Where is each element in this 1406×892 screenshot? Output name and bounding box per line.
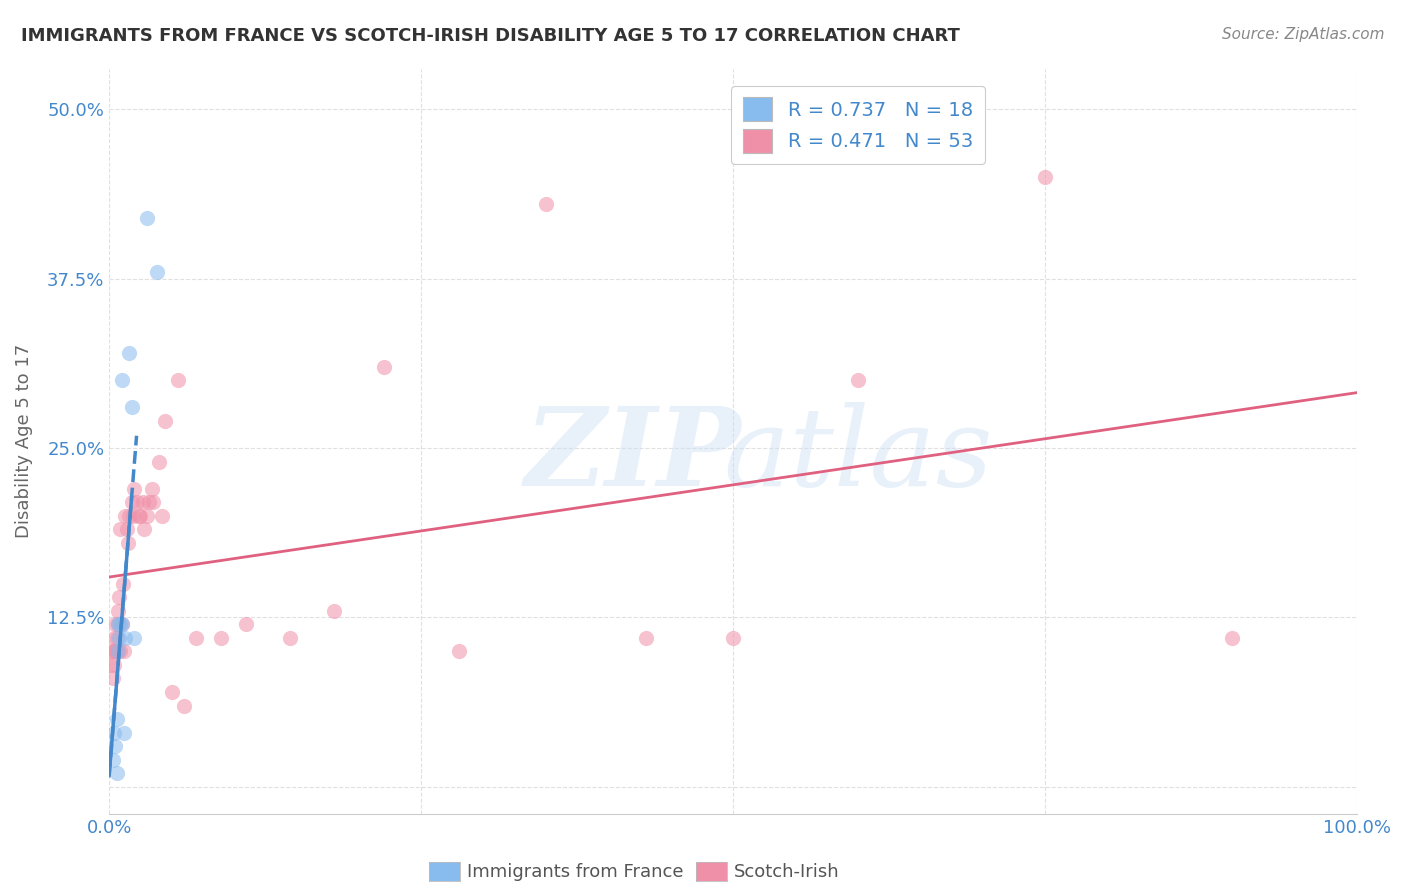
Point <box>160 685 183 699</box>
Point <box>105 712 128 726</box>
Point <box>145 265 167 279</box>
Point <box>150 508 173 523</box>
Text: Source: ZipAtlas.com: Source: ZipAtlas.com <box>1222 27 1385 42</box>
Point <box>100 644 122 658</box>
Point <box>100 657 122 672</box>
Point <box>107 617 129 632</box>
Point <box>117 536 139 550</box>
Point <box>115 522 138 536</box>
Point <box>148 454 170 468</box>
Point <box>534 197 557 211</box>
Point <box>235 617 257 632</box>
Point <box>110 617 132 632</box>
Point <box>104 739 127 754</box>
Point <box>135 211 157 225</box>
Point <box>373 359 395 374</box>
Text: Immigrants from France: Immigrants from France <box>467 863 683 881</box>
Point <box>105 644 128 658</box>
Point <box>105 766 128 780</box>
Point <box>209 631 232 645</box>
Point <box>322 604 344 618</box>
Point <box>110 617 132 632</box>
Point <box>104 644 127 658</box>
Point <box>186 631 208 645</box>
Point <box>721 631 744 645</box>
Point <box>103 631 125 645</box>
Point <box>142 495 165 509</box>
Point <box>107 617 129 632</box>
Point <box>101 644 124 658</box>
Point <box>141 482 163 496</box>
Point <box>112 644 135 658</box>
Point <box>114 508 136 523</box>
Point <box>110 617 132 632</box>
Point <box>121 508 143 523</box>
Legend: R = 0.737   N = 18, R = 0.471   N = 53: R = 0.737 N = 18, R = 0.471 N = 53 <box>731 86 984 164</box>
Point <box>1220 631 1243 645</box>
Point <box>107 604 129 618</box>
Point <box>135 508 157 523</box>
Point <box>846 373 869 387</box>
Point <box>129 508 152 523</box>
Text: Scotch-Irish: Scotch-Irish <box>734 863 839 881</box>
Point <box>101 672 124 686</box>
Point <box>111 576 134 591</box>
Point <box>110 373 132 387</box>
Point <box>112 725 135 739</box>
Point <box>132 495 155 509</box>
Point <box>108 631 131 645</box>
Point <box>155 414 177 428</box>
Text: IMMIGRANTS FROM FRANCE VS SCOTCH-IRISH DISABILITY AGE 5 TO 17 CORRELATION CHART: IMMIGRANTS FROM FRANCE VS SCOTCH-IRISH D… <box>21 27 960 45</box>
Point <box>122 482 145 496</box>
Point <box>122 631 145 645</box>
Point <box>121 495 143 509</box>
Point <box>110 644 132 658</box>
Point <box>118 346 141 360</box>
Point <box>103 725 125 739</box>
Point <box>634 631 657 645</box>
Point <box>1033 169 1056 184</box>
Y-axis label: Disability Age 5 to 17: Disability Age 5 to 17 <box>15 344 32 539</box>
Point <box>101 753 124 767</box>
Point <box>118 508 141 523</box>
Point <box>132 522 155 536</box>
Point <box>114 631 136 645</box>
Point <box>121 401 143 415</box>
Point <box>278 631 301 645</box>
Point <box>110 522 132 536</box>
Point <box>108 590 131 604</box>
Point <box>447 644 470 658</box>
Text: ZIP: ZIP <box>524 402 741 510</box>
Point <box>138 495 160 509</box>
Point <box>173 698 195 713</box>
Point <box>128 508 150 523</box>
Text: atlas: atlas <box>723 402 993 510</box>
Point <box>104 617 127 632</box>
Point <box>103 657 125 672</box>
Point <box>166 373 188 387</box>
Point <box>107 644 129 658</box>
Point <box>125 495 148 509</box>
Point <box>105 631 128 645</box>
